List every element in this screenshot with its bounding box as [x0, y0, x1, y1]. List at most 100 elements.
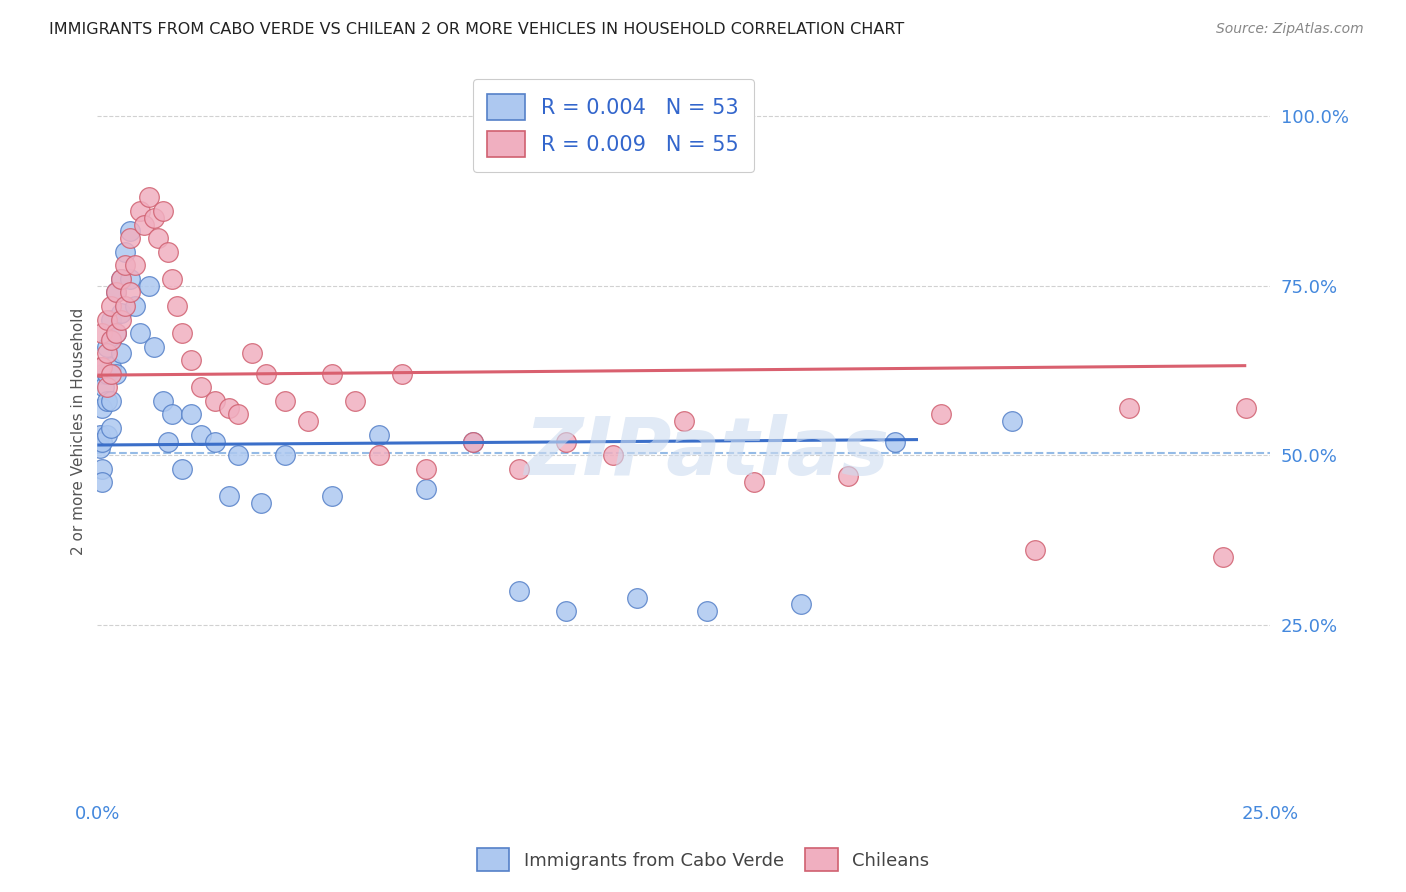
- Point: [367, 427, 389, 442]
- Point: [105, 285, 128, 300]
- Point: [128, 326, 150, 340]
- Point: [1024, 543, 1046, 558]
- Point: [696, 604, 718, 618]
- Point: [170, 462, 193, 476]
- Point: [142, 211, 165, 225]
- Point: [96, 380, 118, 394]
- Point: [790, 598, 813, 612]
- Point: [204, 434, 226, 449]
- Point: [96, 367, 118, 381]
- Point: [180, 353, 202, 368]
- Point: [124, 299, 146, 313]
- Point: [100, 299, 122, 313]
- Point: [105, 326, 128, 340]
- Point: [110, 272, 132, 286]
- Point: [461, 434, 484, 449]
- Point: [367, 448, 389, 462]
- Point: [156, 434, 179, 449]
- Point: [100, 393, 122, 408]
- Point: [120, 224, 142, 238]
- Point: [156, 244, 179, 259]
- Point: [152, 393, 174, 408]
- Point: [120, 272, 142, 286]
- Point: [96, 393, 118, 408]
- Point: [190, 380, 212, 394]
- Point: [415, 462, 437, 476]
- Point: [837, 468, 859, 483]
- Point: [170, 326, 193, 340]
- Point: [100, 367, 122, 381]
- Point: [1234, 401, 1257, 415]
- Point: [91, 367, 114, 381]
- Point: [250, 496, 273, 510]
- Point: [138, 190, 160, 204]
- Point: [883, 434, 905, 449]
- Point: [120, 285, 142, 300]
- Point: [162, 272, 184, 286]
- Point: [240, 346, 263, 360]
- Point: [114, 299, 136, 313]
- Text: IMMIGRANTS FROM CABO VERDE VS CHILEAN 2 OR MORE VEHICLES IN HOUSEHOLD CORRELATIO: IMMIGRANTS FROM CABO VERDE VS CHILEAN 2 …: [49, 22, 904, 37]
- Point: [120, 231, 142, 245]
- Point: [297, 414, 319, 428]
- Point: [148, 231, 170, 245]
- Point: [555, 434, 578, 449]
- Point: [742, 475, 765, 490]
- Point: [96, 312, 118, 326]
- Point: [138, 278, 160, 293]
- Point: [254, 367, 277, 381]
- Point: [89, 359, 111, 374]
- Point: [91, 434, 114, 449]
- Point: [1001, 414, 1024, 428]
- Point: [274, 393, 297, 408]
- Point: [114, 258, 136, 272]
- Point: [555, 604, 578, 618]
- Point: [1118, 401, 1140, 415]
- Legend: Immigrants from Cabo Verde, Chileans: Immigrants from Cabo Verde, Chileans: [470, 841, 936, 879]
- Point: [91, 475, 114, 490]
- Point: [114, 244, 136, 259]
- Point: [321, 367, 343, 381]
- Point: [626, 591, 648, 605]
- Point: [226, 408, 249, 422]
- Point: [1212, 549, 1234, 564]
- Point: [180, 408, 202, 422]
- Point: [344, 393, 367, 408]
- Point: [218, 489, 240, 503]
- Point: [204, 393, 226, 408]
- Point: [931, 408, 953, 422]
- Point: [152, 204, 174, 219]
- Legend: R = 0.004   N = 53, R = 0.009   N = 55: R = 0.004 N = 53, R = 0.009 N = 55: [472, 78, 754, 172]
- Point: [508, 583, 530, 598]
- Point: [96, 346, 118, 360]
- Point: [110, 272, 132, 286]
- Point: [100, 333, 122, 347]
- Point: [162, 408, 184, 422]
- Point: [461, 434, 484, 449]
- Point: [96, 427, 118, 442]
- Point: [110, 306, 132, 320]
- Point: [190, 427, 212, 442]
- Point: [142, 340, 165, 354]
- Point: [105, 367, 128, 381]
- Point: [91, 326, 114, 340]
- Point: [93, 380, 115, 394]
- Point: [91, 462, 114, 476]
- Point: [166, 299, 188, 313]
- Point: [218, 401, 240, 415]
- Point: [128, 204, 150, 219]
- Point: [96, 340, 118, 354]
- Point: [415, 482, 437, 496]
- Point: [672, 414, 695, 428]
- Point: [226, 448, 249, 462]
- Point: [91, 401, 114, 415]
- Point: [89, 427, 111, 442]
- Point: [105, 326, 128, 340]
- Point: [321, 489, 343, 503]
- Point: [391, 367, 413, 381]
- Point: [124, 258, 146, 272]
- Point: [134, 218, 156, 232]
- Point: [100, 333, 122, 347]
- Point: [602, 448, 624, 462]
- Point: [110, 346, 132, 360]
